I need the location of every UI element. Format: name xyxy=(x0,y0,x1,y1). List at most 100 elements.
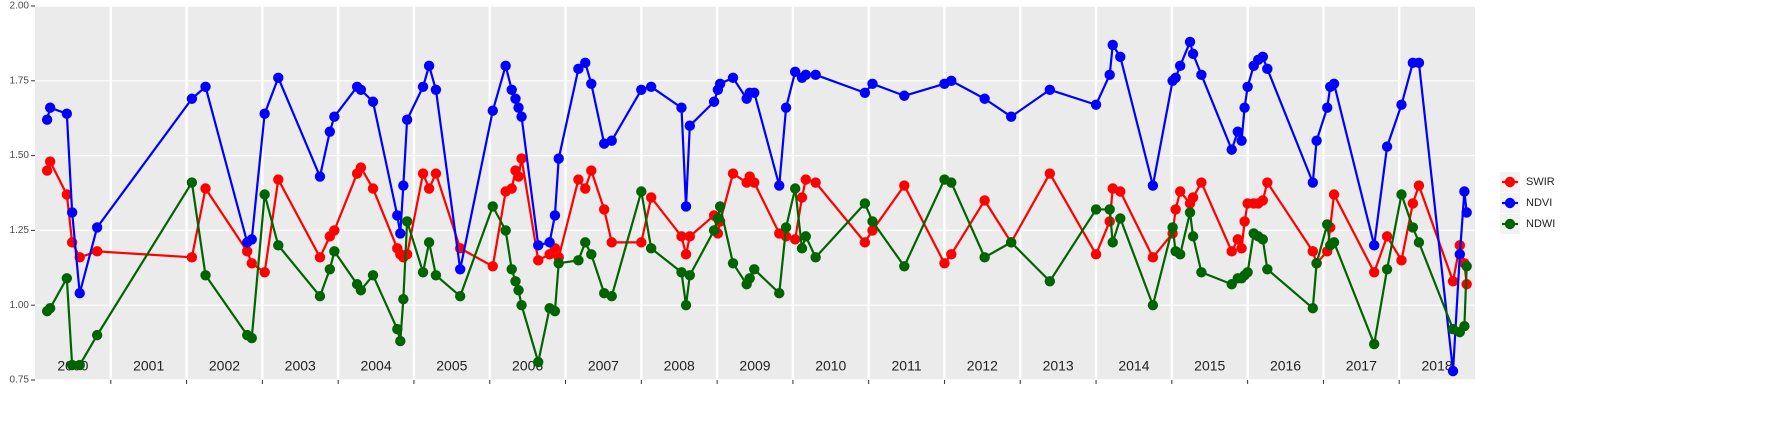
data-point xyxy=(580,183,591,194)
data-point xyxy=(44,302,56,314)
data-point xyxy=(573,174,584,185)
x-tick-label: 2016 xyxy=(1270,358,1301,374)
data-point xyxy=(800,231,811,242)
data-point xyxy=(645,81,657,92)
data-point xyxy=(44,102,56,113)
data-point xyxy=(246,332,257,344)
data-point xyxy=(1322,102,1333,113)
data-point xyxy=(1369,338,1380,350)
data-point xyxy=(714,78,726,89)
y-tick-label: 1.75 xyxy=(10,75,30,86)
data-point xyxy=(423,60,435,72)
data-point xyxy=(1187,231,1199,242)
data-point xyxy=(324,264,336,275)
data-point xyxy=(1307,302,1319,314)
data-point xyxy=(727,72,739,84)
data-point xyxy=(454,264,466,275)
data-point xyxy=(1257,195,1268,206)
data-point xyxy=(780,102,792,113)
data-point xyxy=(61,108,73,119)
data-point xyxy=(1187,192,1199,203)
data-point xyxy=(1447,276,1459,287)
data-point xyxy=(676,231,687,242)
data-point xyxy=(859,198,871,209)
data-point xyxy=(1090,204,1102,215)
data-point xyxy=(1413,57,1425,69)
data-point xyxy=(573,63,584,75)
data-point xyxy=(636,237,647,248)
data-point xyxy=(324,126,336,137)
data-point xyxy=(41,114,53,125)
legend-point xyxy=(1504,197,1516,209)
data-point xyxy=(979,93,990,104)
data-point xyxy=(506,84,517,95)
data-point xyxy=(329,111,340,122)
data-point xyxy=(867,225,878,236)
y-tick-label: 0.75 xyxy=(10,375,30,386)
x-tick-label: 2007 xyxy=(588,358,619,374)
data-point xyxy=(1044,84,1056,95)
data-point xyxy=(74,359,85,371)
data-point xyxy=(544,237,555,248)
data-point xyxy=(598,204,610,215)
data-point xyxy=(259,189,270,200)
data-point xyxy=(1239,102,1250,113)
data-point xyxy=(1262,264,1273,275)
data-point xyxy=(774,288,785,299)
data-point xyxy=(1232,126,1243,137)
data-point xyxy=(510,276,521,287)
data-point xyxy=(800,69,811,81)
data-point xyxy=(398,294,409,305)
data-point xyxy=(573,255,584,266)
data-point xyxy=(1311,258,1322,269)
data-point xyxy=(714,201,726,212)
x-tick-label: 2010 xyxy=(815,358,846,374)
plot-panel xyxy=(35,6,1475,380)
data-point xyxy=(367,183,379,194)
data-point xyxy=(1236,243,1247,254)
data-point xyxy=(1328,78,1340,89)
data-point xyxy=(74,288,85,299)
data-point xyxy=(789,183,801,194)
data-point xyxy=(1461,207,1472,218)
data-point xyxy=(580,237,591,248)
data-point xyxy=(1090,249,1102,260)
data-point xyxy=(1147,252,1159,263)
data-point xyxy=(1226,246,1237,257)
data-point xyxy=(91,329,103,341)
data-point xyxy=(1407,222,1419,233)
data-point xyxy=(259,108,270,119)
data-point xyxy=(645,192,657,203)
data-point xyxy=(774,180,785,191)
data-point xyxy=(1257,51,1268,63)
data-point xyxy=(939,258,950,269)
data-point xyxy=(1396,99,1407,110)
data-point xyxy=(680,300,692,311)
legend-label: SWIR xyxy=(1526,176,1555,188)
data-point xyxy=(867,78,878,89)
data-point xyxy=(273,240,284,251)
data-point xyxy=(1307,246,1319,257)
data-point xyxy=(273,72,284,84)
data-point xyxy=(1447,365,1459,377)
data-point xyxy=(796,243,808,254)
data-point xyxy=(708,96,720,107)
y-tick-label: 1.25 xyxy=(10,225,30,236)
data-point xyxy=(513,171,524,182)
data-point xyxy=(401,216,413,227)
data-point xyxy=(1413,237,1425,248)
data-point xyxy=(684,270,696,281)
data-point xyxy=(1090,99,1102,110)
data-point xyxy=(533,356,544,368)
data-point xyxy=(506,264,517,275)
data-point xyxy=(1307,177,1319,188)
data-point xyxy=(500,225,511,236)
data-point xyxy=(1174,60,1186,72)
data-point xyxy=(273,174,284,185)
data-point xyxy=(367,96,379,107)
data-point xyxy=(684,120,696,131)
data-point xyxy=(186,252,198,263)
data-point xyxy=(708,225,720,236)
data-point xyxy=(1226,144,1237,155)
data-point xyxy=(1107,237,1118,248)
